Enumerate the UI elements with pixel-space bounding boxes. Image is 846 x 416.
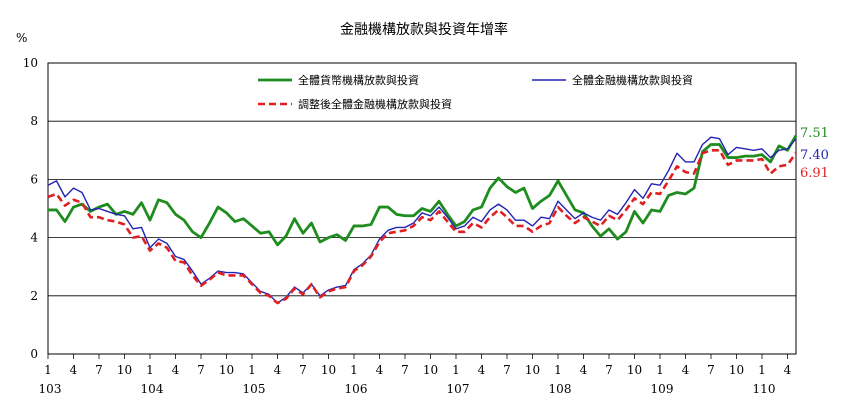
x-tick-label: 10 [627, 363, 642, 377]
x-year-label: 108 [549, 382, 572, 396]
series-line [47, 136, 797, 304]
y-axis: 0 2 4 6 8 10 [23, 56, 39, 361]
y-tick-label: 4 [30, 231, 38, 245]
x-tick-label: 4 [784, 363, 792, 377]
x-tick-label: 7 [197, 363, 205, 377]
x-tick-label: 1 [452, 363, 460, 377]
x-tick-label: 7 [503, 363, 511, 377]
x-tick-label: 4 [682, 363, 690, 377]
x-tick-label: 4 [478, 363, 486, 377]
y-tick-label: 6 [30, 172, 38, 186]
x-tick-label: 7 [707, 363, 715, 377]
chart-title: 金融機構放款與投資年增率 [340, 21, 508, 38]
x-year-label: 105 [243, 382, 266, 396]
legend-label: 全體金融機構放款與投資 [572, 73, 693, 87]
y-tick-label: 8 [30, 114, 38, 128]
end-value-label: 7.40 [800, 148, 829, 163]
x-tick-label: 1 [248, 363, 256, 377]
end-value-label: 7.51 [800, 126, 829, 141]
x-year-label: 110 [753, 382, 776, 396]
x-tick-label: 4 [70, 363, 78, 377]
x-axis: 1 4 7 10 1 4 7 10 1 4 7 10 1 4 7 10 1 4 7 10 1 4 7 10 1 4 7 10 1 4 103… [39, 354, 792, 396]
y-axis-unit-label: % [16, 31, 27, 45]
series-lines [47, 134, 798, 305]
end-value-labels: 7.51 7.40 6.91 [800, 126, 829, 181]
x-year-label: 107 [447, 382, 470, 396]
y-tick-label: 10 [23, 56, 38, 70]
x-tick-label: 10 [321, 363, 336, 377]
x-tick-label: 4 [376, 363, 384, 377]
series-line [47, 149, 798, 305]
end-value-label: 6.91 [800, 166, 829, 181]
x-tick-label: 7 [605, 363, 613, 377]
legend-label: 調整後全體金融機構放款與投資 [298, 97, 452, 111]
x-tick-label: 1 [758, 363, 766, 377]
x-tick-label: 1 [44, 363, 52, 377]
x-year-label: 104 [141, 382, 164, 396]
series-line [48, 134, 798, 247]
x-tick-label: 4 [274, 363, 282, 377]
x-tick-label: 10 [423, 363, 438, 377]
x-year-label: 106 [345, 382, 368, 396]
x-tick-label: 4 [172, 363, 180, 377]
x-tick-label: 10 [525, 363, 540, 377]
x-year-label: 109 [651, 382, 674, 396]
x-year-label: 103 [39, 382, 62, 396]
plot-area-border [47, 62, 797, 355]
legend-label: 全體貨幣機構放款與投資 [298, 73, 419, 87]
x-tick-label: 10 [219, 363, 234, 377]
x-tick-label: 7 [401, 363, 409, 377]
x-tick-label: 10 [117, 363, 132, 377]
x-tick-label: 10 [729, 363, 744, 377]
x-tick-label: 1 [554, 363, 562, 377]
gridlines [48, 120, 796, 297]
x-tick-label: 4 [580, 363, 588, 377]
y-tick-label: 0 [30, 347, 38, 361]
y-tick-label: 2 [30, 289, 38, 303]
x-tick-label: 1 [350, 363, 358, 377]
x-tick-label: 7 [95, 363, 103, 377]
x-tick-label: 1 [146, 363, 154, 377]
x-tick-label: 7 [299, 363, 307, 377]
x-tick-label: 1 [656, 363, 664, 377]
